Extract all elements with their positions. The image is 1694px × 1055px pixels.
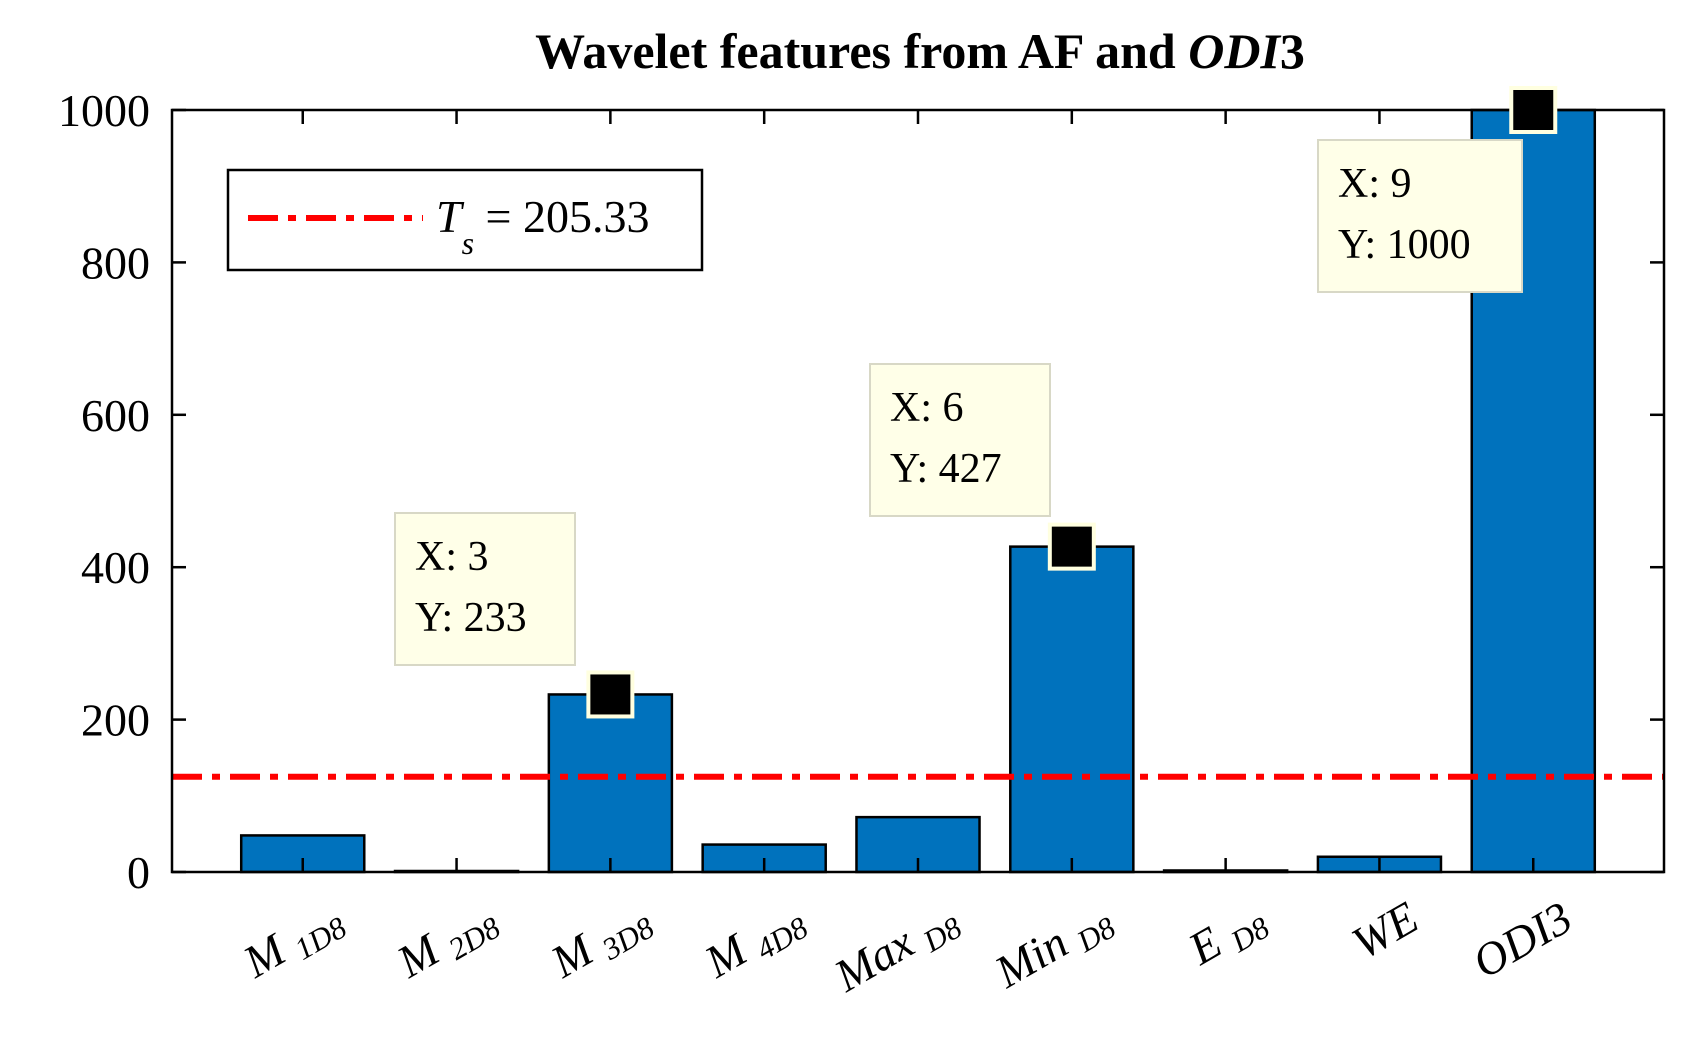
category-label-1: M 1D8 xyxy=(234,891,353,992)
category-label-6: Min D8 xyxy=(985,891,1121,1002)
datatip-x-6: X: 6 xyxy=(890,385,964,431)
datatip-y-6: Y: 427 xyxy=(890,446,1002,492)
datatip-marker-3[interactable] xyxy=(586,670,635,719)
bar-6[interactable] xyxy=(1009,545,1135,874)
category-label-8: WE xyxy=(1343,891,1426,968)
datatip-x-9: X: 9 xyxy=(1338,161,1412,207)
category-main: WE xyxy=(1343,891,1426,968)
bar-3[interactable] xyxy=(547,693,674,874)
datatip-marker-9[interactable] xyxy=(1509,86,1558,134)
ytick-label-600: 600 xyxy=(81,390,150,441)
datatip-box-9 xyxy=(1317,139,1523,293)
datatip-box-6 xyxy=(869,363,1051,517)
title-tail: 3 xyxy=(1280,23,1305,79)
datatip-x-3: X: 3 xyxy=(415,534,489,580)
legend-symbol: T xyxy=(436,191,465,242)
title-italic: ODI xyxy=(1188,23,1281,79)
category-label-9: ODI3 xyxy=(1464,891,1580,988)
ytick-label-800: 800 xyxy=(81,237,150,288)
category-label-7: E D8 xyxy=(1179,891,1275,979)
category-label-4: M 4D8 xyxy=(695,891,814,992)
category-label-2: M 2D8 xyxy=(388,891,507,992)
chart-title: Wavelet features from AF and ODI3 xyxy=(535,23,1305,79)
ytick-label-0: 0 xyxy=(127,847,150,898)
bars-layer xyxy=(239,108,1597,874)
title-main: Wavelet features from AF and xyxy=(535,23,1188,79)
datatip-box-3 xyxy=(394,512,576,666)
category-label-5: Max D8 xyxy=(825,891,968,1006)
datatip-y-3: Y: 233 xyxy=(415,595,527,641)
category-labels: M 1D8 M 2D8 M 3D8 M 4D8 Max D8 Min D8 E D8 WE OD… xyxy=(234,891,1580,1006)
legend-subscript: s xyxy=(462,225,474,261)
ytick-label-200: 200 xyxy=(81,695,150,746)
datatip-marker-6[interactable] xyxy=(1047,522,1096,571)
category-main: ODI3 xyxy=(1464,891,1580,988)
legend[interactable]: Ts = 205.33 xyxy=(226,168,704,272)
ticks-layer: 0 200 400 600 800 1000 xyxy=(58,85,1664,898)
datatip-y-9: Y: 1000 xyxy=(1338,222,1471,268)
legend-value: = 205.33 xyxy=(474,191,649,242)
ytick-label-1000: 1000 xyxy=(58,85,150,136)
ytick-label-400: 400 xyxy=(81,542,150,593)
legend-label: Ts = 205.33 xyxy=(436,191,650,261)
category-label-3: M 3D8 xyxy=(542,891,661,992)
datatips-layer: X: 3 Y: 233 X: 6 Y: 427 X: 9 Y: 1000 xyxy=(394,86,1558,719)
